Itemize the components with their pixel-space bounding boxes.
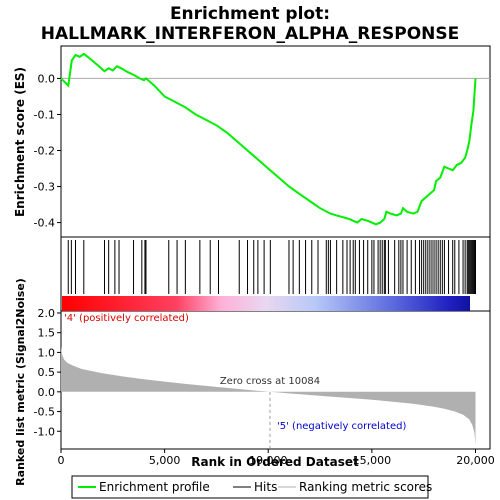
legend-hits-label: Hits bbox=[254, 480, 277, 494]
x-axis-label: Rank in Ordered Dataset bbox=[191, 455, 359, 469]
enrichment-profile-line bbox=[60, 52, 477, 226]
negative-correlation-label: '5' (negatively correlated) bbox=[277, 421, 406, 432]
metric-y-tick-label: 0.0 bbox=[38, 386, 56, 399]
x-tick-label: 10,000 bbox=[249, 454, 288, 467]
es-y-axis-label: Enrichment score (ES) bbox=[13, 67, 27, 217]
es-y-tick-label: -0.2 bbox=[34, 145, 55, 158]
hit-marks bbox=[67, 240, 476, 294]
x-tick-label: 0 bbox=[58, 454, 65, 467]
metric-y-tick-label: 1.0 bbox=[38, 346, 56, 359]
es-y-tick-label: -0.3 bbox=[34, 181, 55, 194]
x-tick-label: 20,000 bbox=[456, 454, 495, 467]
legend-metric-label: Ranking metric scores bbox=[299, 480, 432, 494]
metric-y-tick-label: 0.5 bbox=[38, 366, 56, 379]
rank-color-bar bbox=[62, 296, 470, 311]
x-axis-ticks: 0 5,000 10,000 15,000 20,000 bbox=[58, 449, 495, 467]
metric-y-tick-label: 2.0 bbox=[38, 307, 56, 320]
metric-y-ticks: 2.0 1.5 1.0 0.5 0.0 -0.5 -1.0 bbox=[34, 307, 61, 438]
positive-correlation-label: '4' (positively correlated) bbox=[64, 313, 189, 324]
chart-title-line2: HALLMARK_INTERFERON_ALPHA_RESPONSE bbox=[41, 24, 460, 44]
chart-title-line1: Enrichment plot: bbox=[170, 4, 330, 24]
x-tick-label: 15,000 bbox=[353, 454, 392, 467]
metric-y-tick-label: -1.0 bbox=[34, 425, 55, 438]
metric-y-axis-label: Ranked list metric (Signal2Noise) bbox=[14, 278, 27, 486]
zero-cross-label: Zero cross at 10084 bbox=[220, 376, 320, 387]
metric-y-tick-label: -0.5 bbox=[34, 406, 55, 419]
es-y-tick-label: 0.0 bbox=[38, 72, 56, 85]
es-y-tick-label: -0.4 bbox=[34, 217, 55, 230]
metric-y-tick-label: 1.5 bbox=[38, 327, 56, 340]
ranking-metric-area bbox=[61, 346, 476, 446]
es-y-tick-label: -0.1 bbox=[34, 108, 55, 121]
legend-profile-label: Enrichment profile bbox=[99, 480, 210, 494]
legend: Enrichment profile Hits Ranking metric s… bbox=[71, 475, 432, 499]
es-panel-frame bbox=[60, 45, 491, 238]
x-tick-label: 5,000 bbox=[149, 454, 181, 467]
es-y-ticks: 0.0 -0.1 -0.2 -0.3 -0.4 bbox=[34, 72, 61, 230]
